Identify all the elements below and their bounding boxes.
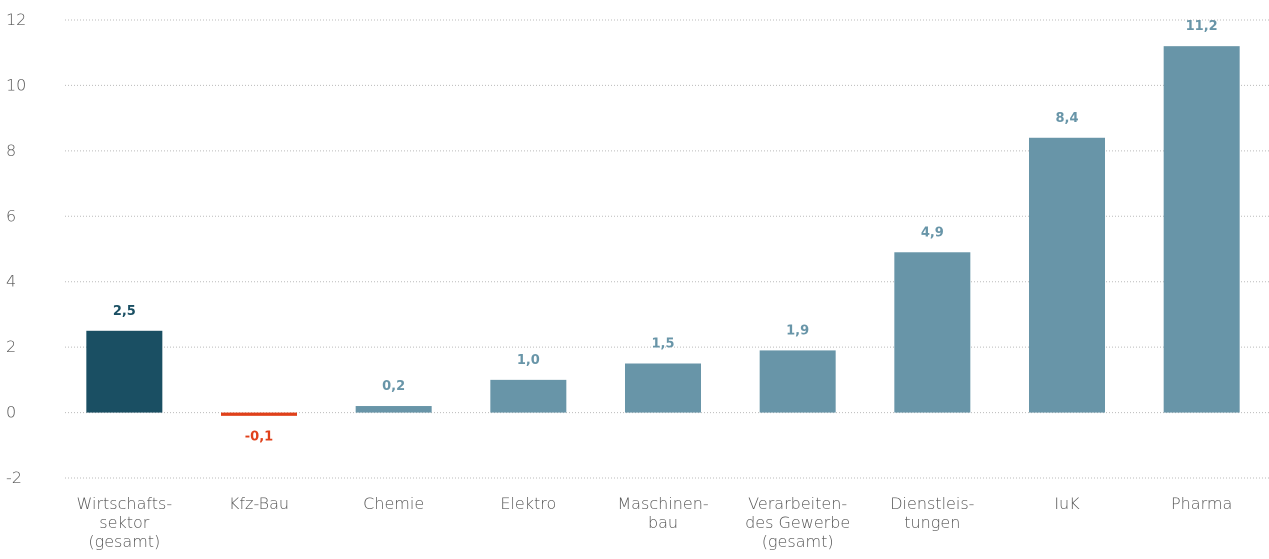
bar xyxy=(355,406,432,413)
x-tick-line: bau xyxy=(648,513,678,532)
x-tick-label: Elektro xyxy=(500,494,556,513)
x-tick-label: Verarbeiten-des Gewerbe (gesamt) xyxy=(745,494,850,551)
bar xyxy=(221,412,297,416)
value-label: 1,9 xyxy=(786,323,809,338)
value-label: 2,5 xyxy=(113,304,136,319)
value-label: 0,2 xyxy=(382,379,405,394)
x-tick-line: Maschinen- xyxy=(617,494,708,513)
value-label: 4,9 xyxy=(921,225,944,240)
x-tick-line: Elektro xyxy=(500,494,556,513)
y-tick-label: 2 xyxy=(6,337,16,356)
value-label: 1,5 xyxy=(651,337,674,352)
x-tick-line: Pharma xyxy=(1171,494,1232,513)
x-tick-line: (gesamt) xyxy=(88,532,160,551)
x-tick-line: Verarbeiten- xyxy=(748,494,847,513)
x-tick-label: Dienstleis-tungen xyxy=(890,494,974,532)
value-label: -0,1 xyxy=(245,430,273,445)
x-tick-label: Kfz-Bau xyxy=(229,494,289,513)
y-tick-label: -2 xyxy=(6,468,22,487)
bar xyxy=(86,330,163,413)
y-tick-label: 12 xyxy=(6,10,26,29)
x-tick-line: Chemie xyxy=(363,494,424,513)
x-tick-label: IuK xyxy=(1054,494,1080,513)
value-label: 11,2 xyxy=(1186,19,1218,34)
bar xyxy=(490,379,567,413)
x-tick-line: sektor xyxy=(99,513,150,532)
bar xyxy=(1029,137,1105,413)
y-tick-label: 6 xyxy=(6,206,16,225)
value-label: 8,4 xyxy=(1055,111,1078,126)
x-tick-line: tungen xyxy=(904,513,960,532)
y-tick-label: 10 xyxy=(6,75,26,94)
bar xyxy=(759,350,836,413)
bar xyxy=(894,252,971,413)
x-tick-label: Wirtschafts-sektor (gesamt) xyxy=(77,494,173,551)
x-tick-line: des Gewerbe xyxy=(745,513,850,532)
x-tick-line: Wirtschafts- xyxy=(77,494,173,513)
x-tick-line: (gesamt) xyxy=(762,532,834,551)
y-tick-label: 0 xyxy=(6,403,16,422)
x-tick-label: Maschinen-bau xyxy=(617,494,708,532)
x-tick-line: Dienstleis- xyxy=(890,494,974,513)
x-tick-label: Pharma xyxy=(1171,494,1232,513)
x-tick-line: IuK xyxy=(1054,494,1080,513)
bar xyxy=(625,363,701,413)
y-tick-label: 8 xyxy=(6,141,16,160)
x-tick-line: Kfz-Bau xyxy=(229,494,289,513)
value-label: 1,0 xyxy=(517,353,540,368)
y-tick-label: 4 xyxy=(6,272,16,291)
bar xyxy=(1163,46,1240,413)
x-tick-label: Chemie xyxy=(363,494,424,513)
